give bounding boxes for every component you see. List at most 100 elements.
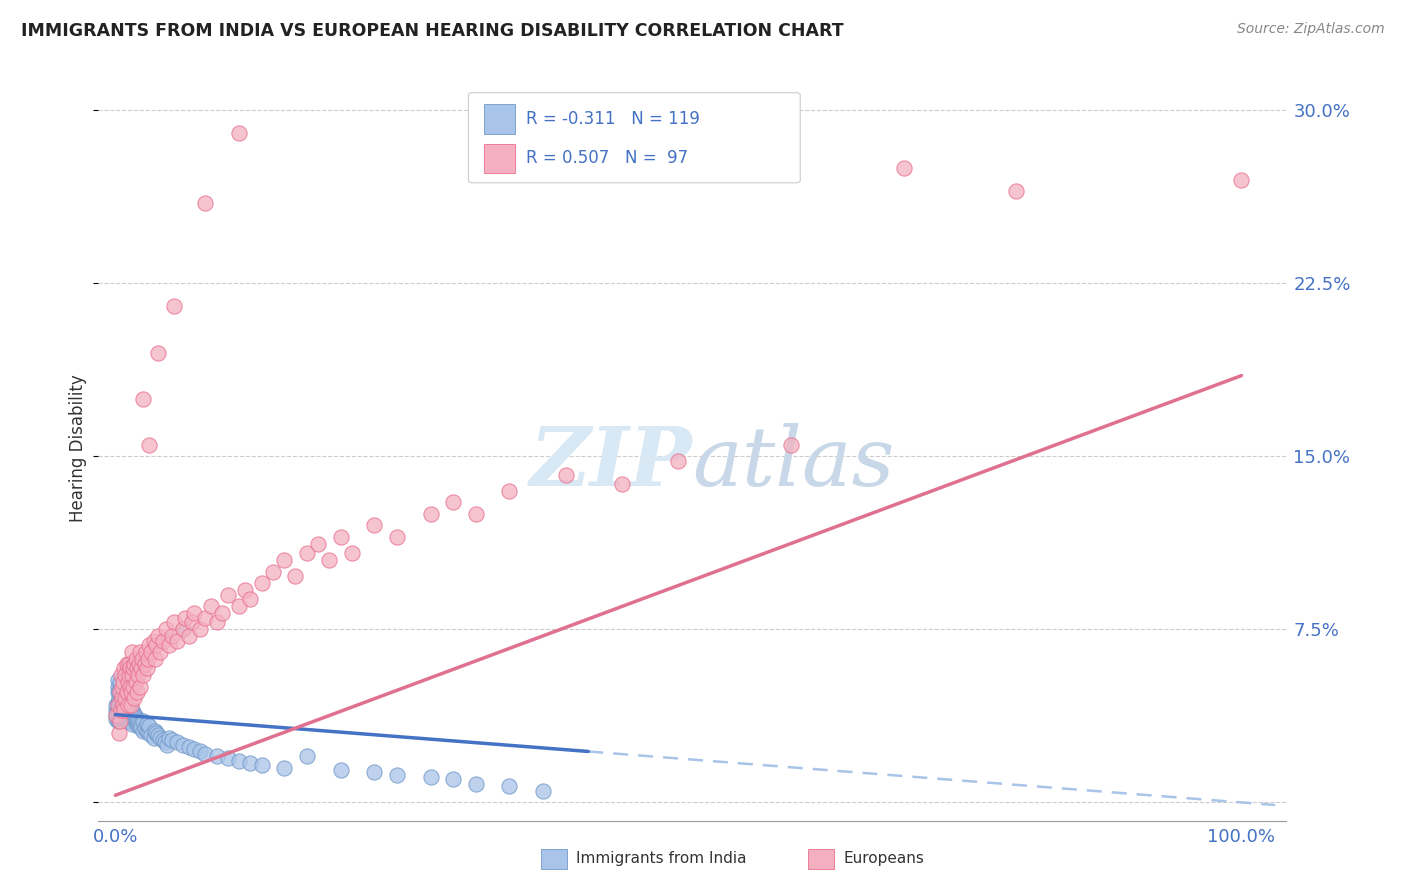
Point <box>127 714 149 729</box>
Point <box>107 696 129 710</box>
Point <box>152 633 174 648</box>
Point <box>273 553 295 567</box>
Point <box>135 723 157 738</box>
Point <box>125 684 148 698</box>
Text: Immigrants from India: Immigrants from India <box>576 852 747 866</box>
Point <box>135 661 157 675</box>
Point <box>146 345 169 359</box>
Point <box>145 726 167 740</box>
Point <box>118 712 141 726</box>
Point <box>239 756 262 770</box>
Point <box>610 477 633 491</box>
Point <box>112 696 135 710</box>
Point <box>115 705 138 719</box>
Point <box>205 615 228 630</box>
Point <box>115 684 138 698</box>
Point <box>780 438 803 452</box>
Point <box>118 680 141 694</box>
Point <box>124 710 146 724</box>
Point <box>112 712 135 726</box>
Point <box>118 668 141 682</box>
Y-axis label: Hearing Disability: Hearing Disability <box>69 375 87 522</box>
Point <box>111 705 134 719</box>
Point <box>105 707 128 722</box>
Point <box>121 668 143 682</box>
Point <box>143 723 166 738</box>
Point <box>122 680 145 694</box>
Point <box>155 622 177 636</box>
Point <box>112 703 135 717</box>
Point <box>112 698 135 713</box>
Point <box>172 622 194 636</box>
Point <box>129 645 152 659</box>
Point <box>142 633 165 648</box>
Point <box>118 661 141 675</box>
Point <box>385 767 408 781</box>
Point <box>160 733 183 747</box>
Point <box>107 707 129 722</box>
Point <box>115 710 138 724</box>
Point <box>217 588 239 602</box>
Point <box>112 698 135 713</box>
Point <box>124 712 146 726</box>
Point <box>205 749 228 764</box>
Point <box>118 703 141 717</box>
Point <box>107 700 129 714</box>
Point <box>1005 184 1028 198</box>
Point <box>118 710 141 724</box>
Point <box>128 716 150 731</box>
Point <box>183 606 205 620</box>
Point <box>110 707 132 722</box>
Point <box>121 657 143 671</box>
Point <box>105 698 128 713</box>
Point <box>239 592 262 607</box>
Point <box>129 680 152 694</box>
Point <box>157 731 180 745</box>
Text: R = -0.311   N = 119: R = -0.311 N = 119 <box>526 110 700 128</box>
Point <box>125 712 148 726</box>
Point <box>114 698 136 713</box>
Point <box>177 629 200 643</box>
Point <box>110 694 132 708</box>
Point <box>107 703 129 717</box>
Point <box>132 392 155 406</box>
Point <box>108 700 131 714</box>
Point <box>112 675 135 690</box>
Point <box>115 714 138 729</box>
Point <box>174 611 197 625</box>
Point <box>146 629 169 643</box>
Point <box>273 761 295 775</box>
Point <box>157 639 180 653</box>
Point <box>107 698 129 713</box>
Point <box>124 707 146 722</box>
Point <box>143 652 166 666</box>
Point <box>132 723 155 738</box>
Point <box>441 495 464 509</box>
Point <box>118 714 141 729</box>
Point <box>110 703 132 717</box>
Point <box>127 668 149 682</box>
Point <box>122 661 145 675</box>
Point <box>329 763 352 777</box>
Point <box>121 703 143 717</box>
Point <box>554 467 576 482</box>
Point <box>666 454 689 468</box>
Point <box>120 698 142 713</box>
Point <box>183 742 205 756</box>
Point <box>188 744 211 758</box>
Point <box>166 735 188 749</box>
Point <box>146 728 169 742</box>
Point <box>149 731 172 745</box>
Point <box>284 569 307 583</box>
Text: Source: ZipAtlas.com: Source: ZipAtlas.com <box>1237 22 1385 37</box>
Point <box>121 712 143 726</box>
Point <box>112 705 135 719</box>
Point <box>893 161 915 175</box>
Point <box>121 707 143 722</box>
Point <box>108 710 131 724</box>
Point <box>122 710 145 724</box>
Point <box>307 537 329 551</box>
Point <box>125 716 148 731</box>
Point <box>120 710 142 724</box>
Point <box>124 657 146 671</box>
